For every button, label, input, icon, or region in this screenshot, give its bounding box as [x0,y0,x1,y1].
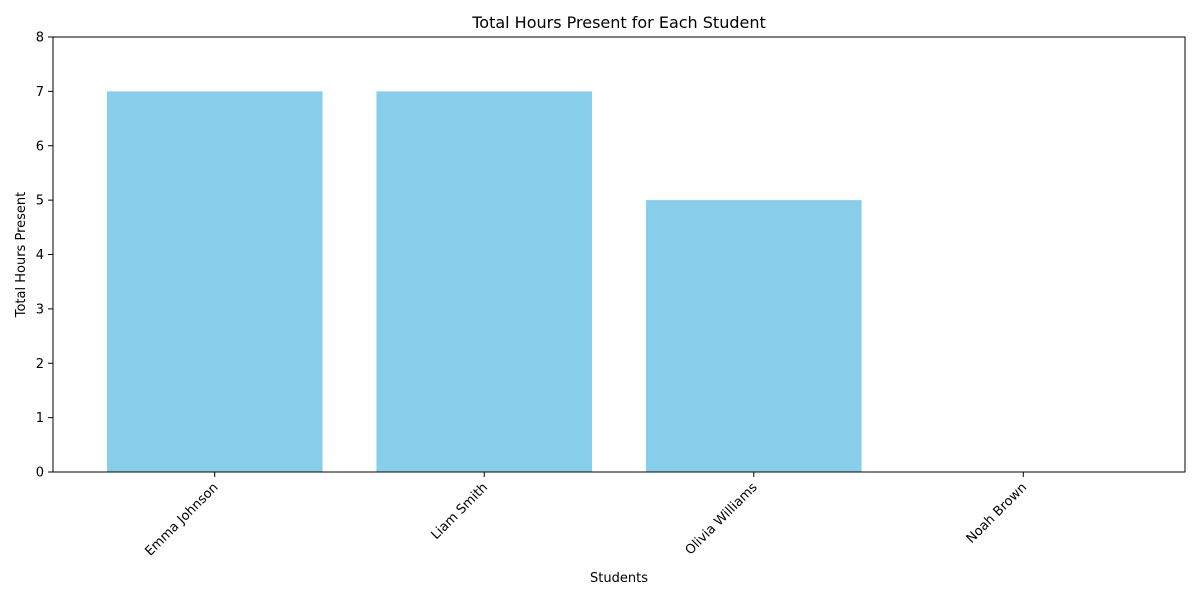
x-tick-label: Emma Johnson [142,480,221,559]
x-tick-label: Olivia Williams [683,480,761,558]
x-axis: Emma Johnson Liam Smith Olivia Williams Noa… [142,472,1030,559]
y-tick-label: 8 [36,31,44,46]
x-axis-label: Students [590,571,648,586]
y-tick-label: 5 [36,194,44,209]
y-tick-label: 4 [36,248,44,263]
y-tick-label: 2 [36,357,44,372]
y-tick-label: 0 [36,466,44,481]
x-tick-label: Noah Brown [964,480,1030,546]
chart-title: Total Hours Present for Each Student [471,13,766,32]
bar [645,200,862,472]
y-axis-label: Total Hours Present [14,192,29,319]
bar [106,91,323,472]
y-axis: 0 1 2 3 4 5 6 7 8 [36,31,53,481]
y-tick-label: 7 [36,85,44,100]
y-tick-label: 3 [36,302,44,317]
bar-series [106,91,862,472]
y-tick-label: 1 [36,411,44,426]
y-tick-label: 6 [36,139,44,154]
bar [376,91,593,472]
x-tick-label: Liam Smith [428,480,491,543]
